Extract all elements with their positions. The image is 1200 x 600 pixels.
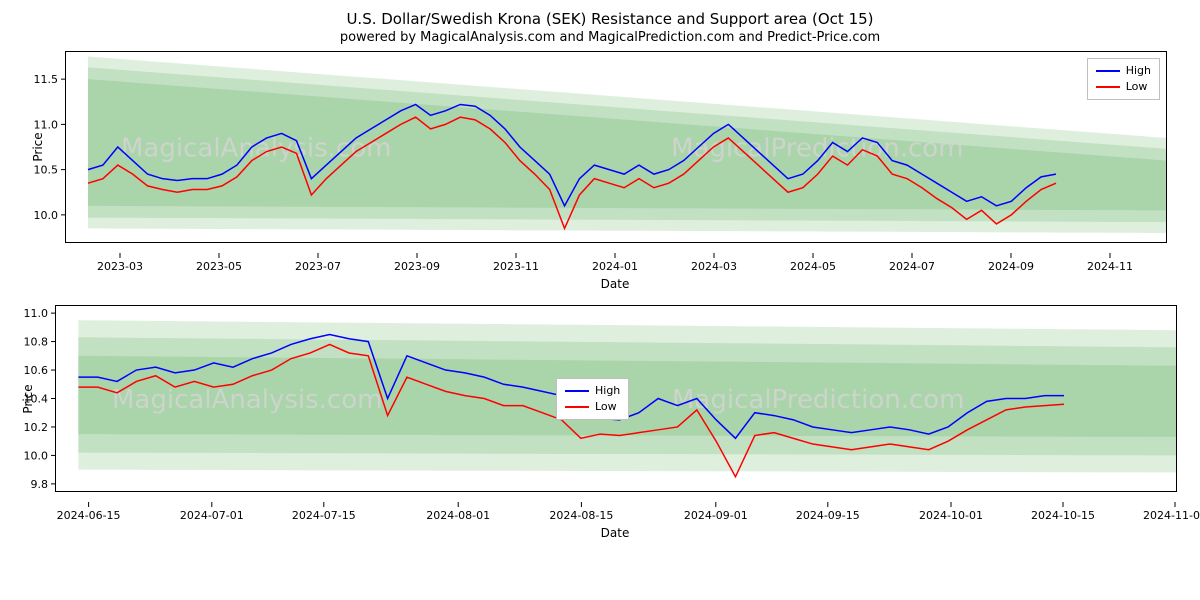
svg-text:2024-07-15: 2024-07-15 [292, 509, 356, 522]
svg-text:2024-07-01: 2024-07-01 [180, 509, 244, 522]
svg-text:MagicalAnalysis.com: MagicalAnalysis.com [121, 134, 391, 164]
detail-chart-panel: Price MagicalAnalysis.comMagicalPredicti… [55, 305, 1175, 540]
svg-text:2024-09-15: 2024-09-15 [796, 509, 860, 522]
svg-text:2024-08-15: 2024-08-15 [549, 509, 613, 522]
chart2-xlabel: Date [55, 526, 1175, 540]
legend-high-label: High [595, 383, 620, 399]
svg-text:2024-08-01: 2024-08-01 [426, 509, 490, 522]
svg-text:2024-05: 2024-05 [790, 260, 836, 273]
svg-text:9.8: 9.8 [31, 478, 49, 491]
svg-text:2024-01: 2024-01 [592, 260, 638, 273]
legend-low-label: Low [595, 399, 617, 415]
main-chart-panel: Price MagicalAnalysis.comMagicalPredicti… [65, 51, 1165, 291]
chart1-legend: High Low [1087, 58, 1160, 100]
chart-subtitle: powered by MagicalAnalysis.com and Magic… [10, 30, 1200, 45]
svg-text:11.5: 11.5 [34, 73, 59, 86]
svg-text:2024-10-01: 2024-10-01 [919, 509, 983, 522]
high-swatch [1096, 70, 1120, 72]
svg-text:10.2: 10.2 [24, 421, 49, 434]
legend-item-high: High [1096, 63, 1151, 79]
svg-text:2023-11: 2023-11 [493, 260, 539, 273]
svg-text:MagicalAnalysis.com: MagicalAnalysis.com [112, 385, 382, 415]
svg-text:2023-05: 2023-05 [196, 260, 242, 273]
chart1-plot-area: Price MagicalAnalysis.comMagicalPredicti… [65, 51, 1167, 243]
svg-text:11.0: 11.0 [24, 307, 49, 320]
chart1-xticks: 2023-03 2023-05 2023-07 2023-09 2023-11 2024-… [65, 253, 1165, 273]
high-swatch [565, 390, 589, 392]
chart1-ylabel: Price [31, 132, 45, 161]
legend-low-label: Low [1126, 79, 1148, 95]
svg-text:10.8: 10.8 [24, 336, 49, 349]
chart2-ylabel: Price [21, 384, 35, 413]
svg-text:MagicalPrediction.com: MagicalPrediction.com [671, 134, 964, 164]
svg-text:2024-11-01: 2024-11-01 [1143, 509, 1200, 522]
chart2-legend: High Low [556, 378, 629, 420]
svg-text:2023-07: 2023-07 [295, 260, 341, 273]
svg-text:MagicalPrediction.com: MagicalPrediction.com [672, 385, 965, 415]
chart2-xticks: 2024-06-15 2024-07-01 2024-07-15 2024-08-01… [55, 502, 1175, 522]
legend-item-high: High [565, 383, 620, 399]
legend-high-label: High [1126, 63, 1151, 79]
svg-text:2024-09: 2024-09 [988, 260, 1034, 273]
svg-text:10.6: 10.6 [24, 364, 49, 377]
svg-text:2024-11: 2024-11 [1087, 260, 1133, 273]
svg-text:2023-03: 2023-03 [97, 260, 143, 273]
svg-text:10.0: 10.0 [34, 209, 59, 222]
legend-item-low: Low [565, 399, 620, 415]
svg-text:2024-10-15: 2024-10-15 [1031, 509, 1095, 522]
svg-text:10.5: 10.5 [34, 164, 59, 177]
svg-text:2024-06-15: 2024-06-15 [57, 509, 121, 522]
svg-text:2023-09: 2023-09 [394, 260, 440, 273]
low-swatch [1096, 86, 1120, 88]
low-swatch [565, 406, 589, 408]
chart1-xlabel: Date [65, 277, 1165, 291]
chart2-plot-area: Price MagicalAnalysis.comMagicalPredicti… [55, 305, 1177, 492]
legend-item-low: Low [1096, 79, 1151, 95]
svg-text:2024-07: 2024-07 [889, 260, 935, 273]
svg-text:10.0: 10.0 [24, 449, 49, 462]
svg-text:11.0: 11.0 [34, 118, 59, 131]
chart-title: U.S. Dollar/Swedish Krona (SEK) Resistan… [10, 10, 1200, 28]
chart1-svg: MagicalAnalysis.com MagicalPrediction.com… [66, 52, 1166, 242]
svg-text:2024-09-01: 2024-09-01 [684, 509, 748, 522]
svg-text:2024-03: 2024-03 [691, 260, 737, 273]
